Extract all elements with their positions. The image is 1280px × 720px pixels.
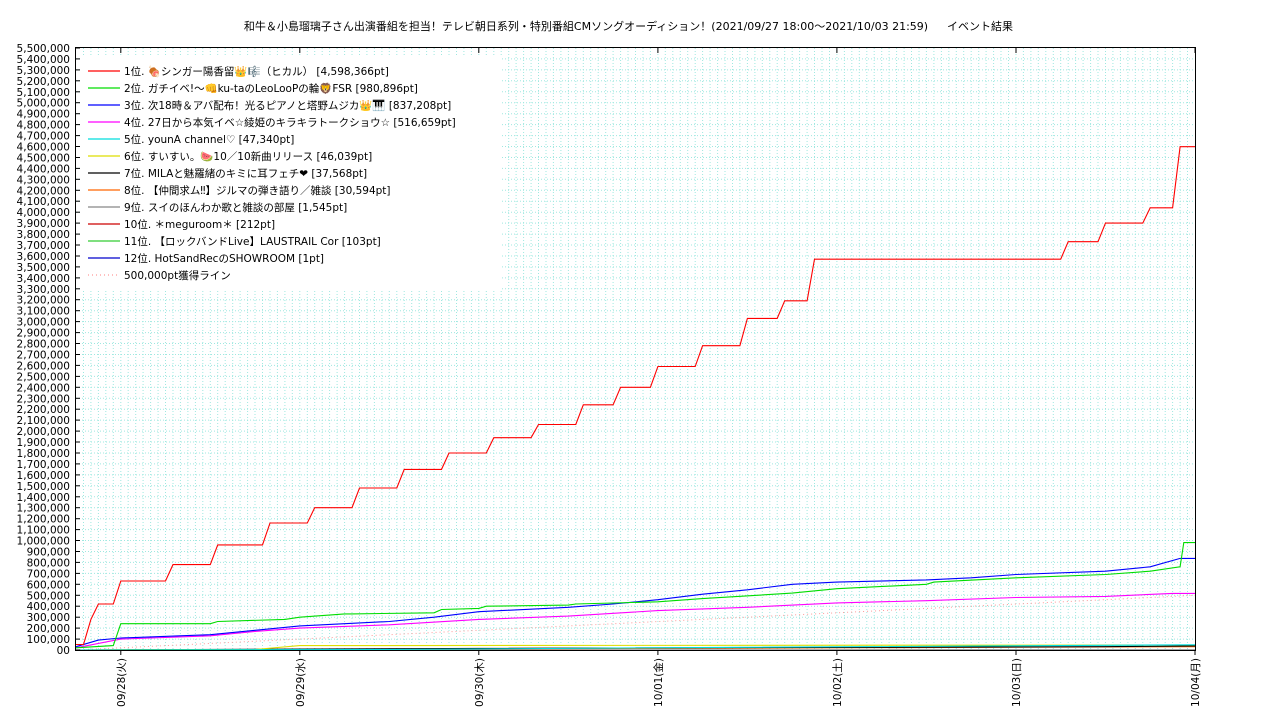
- y-tick-label: 1,700,000: [17, 459, 70, 471]
- y-tick-label: 300,000: [27, 612, 70, 624]
- chart-title: 和牛＆小島瑠璃子さん出演番組を担当！テレビ朝日系列・特別番組CMソングオーディシ…: [244, 19, 928, 33]
- x-tick-label: 10/02(土): [831, 658, 844, 707]
- y-tick-label: 1,200,000: [17, 514, 70, 526]
- x-tick-label: 09/28(火): [116, 658, 128, 707]
- y-tick-label: 3,200,000: [17, 295, 70, 307]
- y-tick-label: 5,100,000: [17, 87, 70, 99]
- y-tick-label: 3,600,000: [17, 251, 70, 263]
- series-line: [75, 592, 1195, 649]
- y-tick-label: 4,400,000: [17, 163, 70, 175]
- legend-background: [82, 55, 502, 291]
- y-tick-label: 3,400,000: [17, 273, 70, 285]
- y-tick-label: 100,000: [27, 634, 70, 646]
- x-tick-label: 10/04(月): [1190, 658, 1202, 707]
- legend-item-label: 500,000pt獲得ライン: [124, 269, 231, 282]
- y-tick-label: 00: [57, 645, 70, 657]
- legend-item-label: 11位. 【ロックバンドLive】LAUSTRAIL Cor [103pt]: [124, 235, 381, 248]
- y-tick-label: 2,400,000: [17, 382, 70, 394]
- x-tick-label: 09/30(木): [474, 658, 486, 707]
- y-tick-label: 1,300,000: [17, 503, 70, 515]
- y-tick-label: 5,300,000: [17, 65, 70, 77]
- y-tick-label: 4,500,000: [17, 153, 70, 165]
- x-axis: 09/28(火) 09/29(水) 09/30(木) 10/01(金) 10/02(土)…: [116, 48, 1202, 707]
- legend-item-label: 3位. 次18時＆アバ配布！光るピアノと塔野ムジカ👑🎹 [837,208pt]: [124, 99, 451, 112]
- series-line: [75, 594, 1196, 651]
- y-tick-label: 2,300,000: [17, 393, 70, 405]
- legend-item-label: 6位. すいすい。🍉10／10新曲リリース [46,039pt]: [124, 150, 372, 163]
- legend-item-label: 10位. ＊meguroom＊ [212pt]: [124, 218, 275, 231]
- y-tick-label: 800,000: [27, 557, 70, 569]
- y-tick-label: 4,700,000: [17, 131, 70, 143]
- legend-item-label: 5位. younA channel♡ [47,340pt]: [124, 133, 294, 146]
- y-tick-label: 500,000: [27, 590, 70, 602]
- y-tick-label: 1,600,000: [17, 470, 70, 482]
- y-tick-label: 5,000,000: [17, 98, 70, 110]
- chart-subtitle: イベント結果: [947, 19, 1013, 33]
- y-tick-label: 4,000,000: [17, 207, 70, 219]
- y-tick-label: 4,100,000: [17, 196, 70, 208]
- y-tick-label: 700,000: [27, 568, 70, 580]
- legend-item-label: 9位. スイのほんわか歌と雑談の部屋 [1,545pt]: [124, 201, 347, 214]
- y-tick-label: 3,000,000: [17, 317, 70, 329]
- y-tick-label: 1,100,000: [17, 525, 70, 537]
- y-tick-label: 4,900,000: [17, 109, 70, 121]
- y-tick-label: 1,900,000: [17, 437, 70, 449]
- y-tick-label: 600,000: [27, 579, 70, 591]
- y-tick-label: 4,600,000: [17, 142, 70, 154]
- y-tick-label: 5,200,000: [17, 76, 70, 88]
- y-tick-label: 3,100,000: [17, 306, 70, 318]
- x-tick-label: 10/03(日): [1011, 658, 1023, 707]
- y-tick-label: 3,800,000: [17, 229, 70, 241]
- series-line: [76, 146, 1195, 646]
- legend: 1位. 🍖シンガー陽香留👑🎼（ヒカル） [4,598,366pt] 2位. ガチ…: [82, 55, 502, 291]
- y-tick-label: 2,200,000: [17, 404, 70, 416]
- y-tick-label: 1,000,000: [17, 536, 70, 548]
- y-tick-label: 2,700,000: [17, 350, 70, 362]
- y-tick-label: 3,300,000: [17, 284, 70, 296]
- y-tick-label: 4,200,000: [17, 185, 70, 197]
- x-tick-label: 10/01(金): [652, 658, 665, 707]
- y-tick-label: 3,700,000: [17, 240, 70, 252]
- y-tick-label: 2,000,000: [17, 426, 70, 438]
- series-line: [75, 557, 1195, 648]
- grid: [76, 48, 1195, 650]
- y-axis: 00100,000200,000300,000400,000500,000600…: [17, 43, 80, 657]
- y-tick-label: 2,900,000: [17, 328, 70, 340]
- y-tick-label: 2,100,000: [17, 415, 70, 427]
- legend-item-label: 1位. 🍖シンガー陽香留👑🎼（ヒカル） [4,598,366pt]: [124, 65, 389, 78]
- y-tick-label: 200,000: [27, 623, 70, 635]
- y-tick-label: 1,800,000: [17, 448, 70, 460]
- y-tick-label: 3,900,000: [17, 218, 70, 230]
- legend-item-label: 8位. 【仲間求ム‼】ジルマの弾き語り／雑談 [30,594pt]: [124, 184, 391, 197]
- y-tick-label: 2,500,000: [17, 371, 70, 383]
- legend-item-label: 7位. MILAと魅羅緒のキミに耳フェチ❤ [37,568pt]: [124, 167, 367, 180]
- series-line: [75, 644, 1196, 651]
- y-tick-label: 1,500,000: [17, 481, 70, 493]
- y-tick-label: 5,500,000: [17, 43, 70, 55]
- y-tick-label: 4,300,000: [17, 174, 70, 186]
- x-tick-label: 09/29(水): [295, 658, 307, 707]
- y-tick-label: 5,400,000: [17, 54, 70, 66]
- series-line: [75, 542, 1195, 649]
- y-tick-label: 2,800,000: [17, 339, 70, 351]
- y-tick-label: 900,000: [27, 547, 70, 559]
- plot-frame: [75, 47, 1196, 651]
- legend-item-label: 2位. ガチイベ!〜👊ku-taのLeoLooPの輪🦁FSR [980,896p…: [124, 82, 418, 95]
- y-tick-label: 2,600,000: [17, 360, 70, 372]
- y-tick-label: 1,400,000: [17, 492, 70, 504]
- y-tick-label: 400,000: [27, 601, 70, 613]
- legend-item-label: 4位. 27日から本気イベ☆綾姫のキラキラトークショウ☆ [516,659pt]: [124, 116, 456, 129]
- y-tick-label: 3,500,000: [17, 262, 70, 274]
- y-tick-label: 4,800,000: [17, 120, 70, 132]
- legend-item-label: 12位. HotSandRecのSHOWROOM [1pt]: [124, 252, 324, 265]
